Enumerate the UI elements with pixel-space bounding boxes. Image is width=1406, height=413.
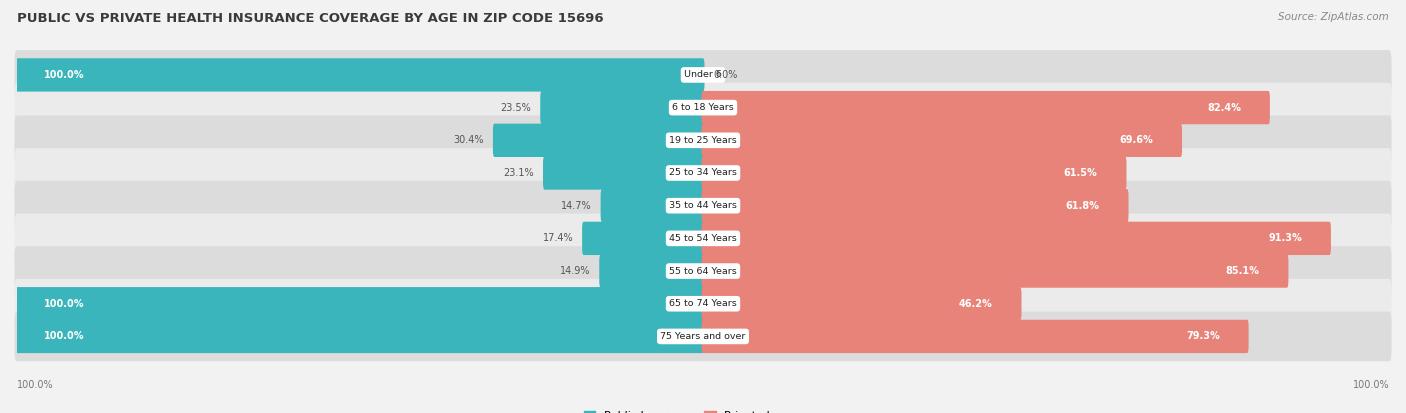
Text: 85.1%: 85.1% — [1226, 266, 1260, 276]
Text: Source: ZipAtlas.com: Source: ZipAtlas.com — [1278, 12, 1389, 22]
Text: 46.2%: 46.2% — [959, 299, 993, 309]
Text: 45 to 54 Years: 45 to 54 Years — [669, 234, 737, 243]
FancyBboxPatch shape — [15, 58, 704, 92]
Text: 100.0%: 100.0% — [45, 331, 84, 342]
FancyBboxPatch shape — [14, 148, 1392, 198]
Text: PUBLIC VS PRIVATE HEALTH INSURANCE COVERAGE BY AGE IN ZIP CODE 15696: PUBLIC VS PRIVATE HEALTH INSURANCE COVER… — [17, 12, 603, 25]
Text: 23.5%: 23.5% — [501, 102, 531, 113]
Text: 25 to 34 Years: 25 to 34 Years — [669, 169, 737, 178]
FancyBboxPatch shape — [14, 83, 1392, 133]
Text: 35 to 44 Years: 35 to 44 Years — [669, 201, 737, 210]
Text: 75 Years and over: 75 Years and over — [661, 332, 745, 341]
Text: 69.6%: 69.6% — [1119, 135, 1153, 145]
FancyBboxPatch shape — [14, 181, 1392, 230]
Text: 100.0%: 100.0% — [1353, 380, 1389, 390]
Text: 61.8%: 61.8% — [1066, 201, 1099, 211]
Text: 79.3%: 79.3% — [1185, 331, 1219, 342]
FancyBboxPatch shape — [14, 50, 1392, 100]
FancyBboxPatch shape — [702, 91, 1270, 124]
FancyBboxPatch shape — [15, 320, 704, 353]
FancyBboxPatch shape — [702, 123, 1182, 157]
FancyBboxPatch shape — [540, 91, 704, 124]
Text: 23.1%: 23.1% — [503, 168, 534, 178]
Text: 61.5%: 61.5% — [1064, 168, 1098, 178]
Text: 30.4%: 30.4% — [454, 135, 484, 145]
Text: 55 to 64 Years: 55 to 64 Years — [669, 266, 737, 275]
FancyBboxPatch shape — [702, 287, 1022, 320]
FancyBboxPatch shape — [14, 246, 1392, 296]
Text: 19 to 25 Years: 19 to 25 Years — [669, 136, 737, 145]
FancyBboxPatch shape — [14, 214, 1392, 263]
Text: 17.4%: 17.4% — [543, 233, 574, 243]
Text: 100.0%: 100.0% — [45, 299, 84, 309]
FancyBboxPatch shape — [494, 123, 704, 157]
FancyBboxPatch shape — [600, 189, 704, 222]
FancyBboxPatch shape — [702, 222, 1331, 255]
FancyBboxPatch shape — [702, 157, 1126, 190]
Text: 14.7%: 14.7% — [561, 201, 592, 211]
Text: 100.0%: 100.0% — [17, 380, 53, 390]
Text: 0.0%: 0.0% — [713, 70, 738, 80]
FancyBboxPatch shape — [15, 287, 704, 320]
Text: 82.4%: 82.4% — [1206, 102, 1241, 113]
Text: 100.0%: 100.0% — [45, 70, 84, 80]
FancyBboxPatch shape — [582, 222, 704, 255]
FancyBboxPatch shape — [599, 254, 704, 288]
Text: 6 to 18 Years: 6 to 18 Years — [672, 103, 734, 112]
FancyBboxPatch shape — [14, 311, 1392, 361]
Text: 14.9%: 14.9% — [560, 266, 591, 276]
FancyBboxPatch shape — [702, 254, 1288, 288]
FancyBboxPatch shape — [14, 116, 1392, 165]
Text: 91.3%: 91.3% — [1268, 233, 1302, 243]
FancyBboxPatch shape — [702, 320, 1249, 353]
Text: 65 to 74 Years: 65 to 74 Years — [669, 299, 737, 308]
Legend: Public Insurance, Private Insurance: Public Insurance, Private Insurance — [583, 411, 823, 413]
Text: Under 6: Under 6 — [685, 71, 721, 79]
FancyBboxPatch shape — [14, 279, 1392, 329]
FancyBboxPatch shape — [702, 189, 1129, 222]
FancyBboxPatch shape — [543, 157, 704, 190]
